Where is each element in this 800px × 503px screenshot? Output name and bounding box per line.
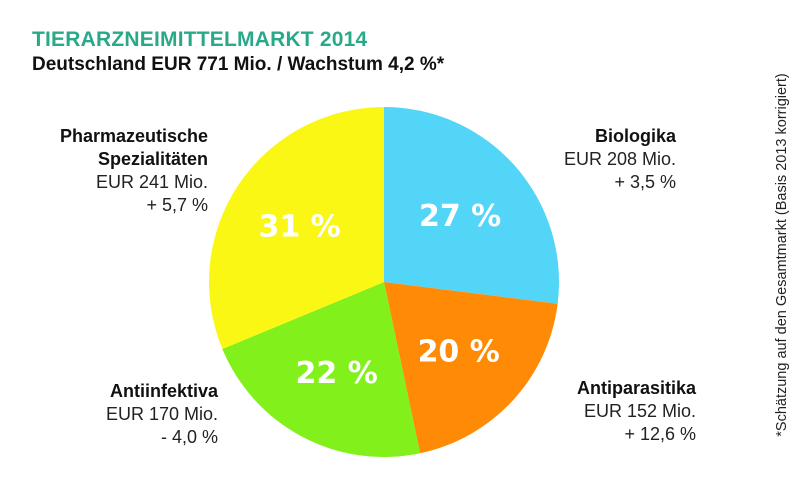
pie-percent-labels: 27 % 20 % 22 % 31 % [258,199,501,391]
legend-biologika: Biologika EUR 208 Mio. + 3,5 % [564,125,676,194]
legend-antiinfektiva-value: EUR 170 Mio. [105,404,218,424]
legend-pharma-name-2: Spezialitäten [97,149,208,169]
footnote: *Schätzung auf den Gesamtmarkt (Basis 20… [774,73,790,437]
legend-pharma-value: EUR 241 Mio. [95,172,208,192]
legend-antiparasitika-value: EUR 152 Mio. [583,401,696,421]
pie-slices [209,107,559,457]
footnote-container: *Schätzung auf den Gesamtmarkt (Basis 20… [770,40,794,470]
legend-pharma-name-1: Pharmazeutische [59,126,208,146]
legend-antiinfektiva-growth: - 4,0 % [160,427,218,447]
pie-percent-label: 22 % [296,356,378,391]
legend-biologika-value: EUR 208 Mio. [563,149,676,169]
legend-antiinfektiva: Antiinfektiva EUR 170 Mio. - 4,0 % [106,380,218,449]
legend-antiparasitika-growth: + 12,6 % [624,424,696,444]
legend-antiparasitika: Antiparasitika EUR 152 Mio. + 12,6 % [577,377,696,446]
pie-percent-label: 27 % [419,199,501,234]
pie-percent-label: 31 % [258,210,340,245]
legend-biologika-growth: + 3,5 % [614,172,676,192]
legend-antiinfektiva-name: Antiinfektiva [109,381,218,401]
pie-slice-antiparasitika [384,282,558,454]
pie-slice-antiinfektiva [222,282,421,457]
legend-pharma: Pharmazeutische Spezialitäten EUR 241 Mi… [60,125,208,217]
pie-slice-biologika [384,107,559,304]
legend-antiparasitika-name: Antiparasitika [576,378,696,398]
pie-slice-pharmazeutische [209,107,384,350]
pie-percent-label: 20 % [418,335,500,370]
legend-pharma-growth: + 5,7 % [146,195,208,215]
legend-biologika-name: Biologika [594,126,676,146]
chart-title: TIERARZNEIMITTELMARKT 2014 [32,28,368,51]
chart-subtitle: Deutschland EUR 771 Mio. / Wachstum 4,2 … [32,54,445,75]
